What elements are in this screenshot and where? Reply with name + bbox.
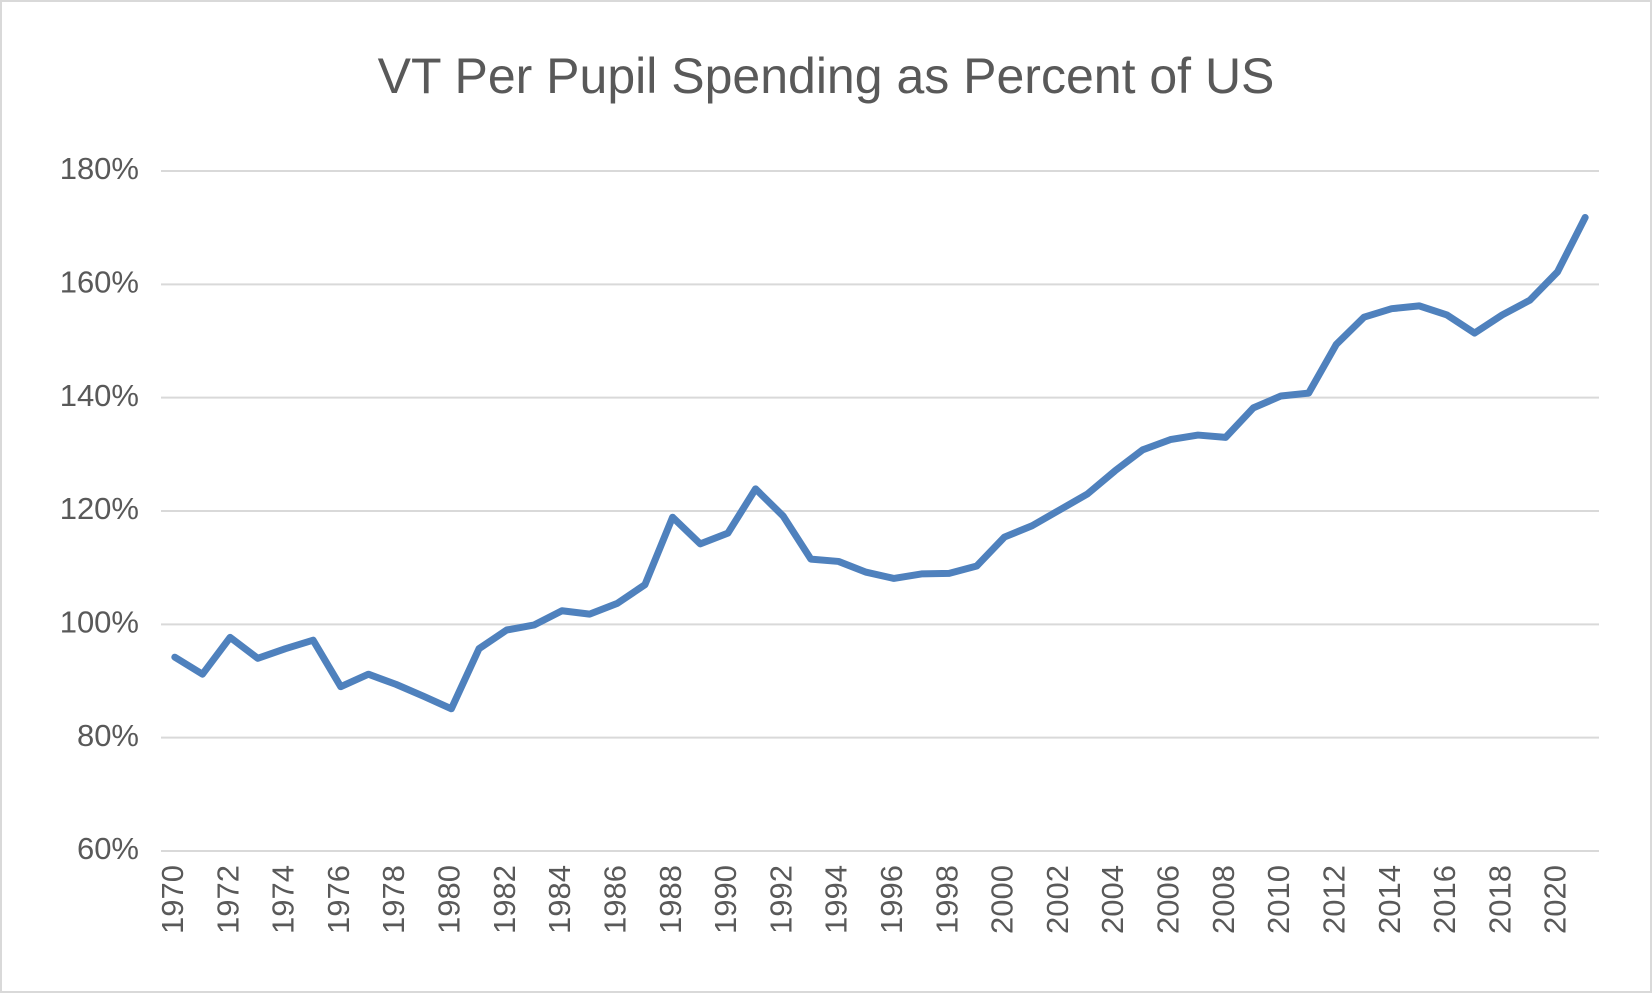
x-tick-label: 1992 bbox=[763, 865, 798, 934]
x-tick-label: 2000 bbox=[985, 865, 1020, 934]
data-line bbox=[171, 213, 1589, 713]
x-tick-label: 1988 bbox=[653, 865, 688, 934]
x-tick-label: 2006 bbox=[1151, 865, 1186, 934]
x-tick-label: 2016 bbox=[1427, 865, 1462, 934]
x-tick-label: 1990 bbox=[708, 865, 743, 934]
x-tick-label: 2012 bbox=[1316, 865, 1351, 934]
x-tick-label: 1978 bbox=[376, 865, 411, 934]
y-tick-label: 60% bbox=[77, 831, 139, 866]
x-tick-label: 1972 bbox=[210, 865, 245, 934]
x-tick-label: 1974 bbox=[266, 865, 301, 934]
x-tick-label: 1976 bbox=[321, 865, 356, 934]
chart-title: VT Per Pupil Spending as Percent of US bbox=[378, 48, 1275, 104]
x-tick-label: 1970 bbox=[155, 865, 190, 934]
x-tick-label: 2014 bbox=[1372, 865, 1407, 934]
x-tick-label: 2020 bbox=[1538, 865, 1573, 934]
y-tick-label: 180% bbox=[60, 151, 139, 186]
x-tick-label: 1994 bbox=[819, 865, 854, 934]
x-tick-label: 2018 bbox=[1482, 865, 1517, 934]
x-tick-label: 2010 bbox=[1261, 865, 1296, 934]
y-tick-label: 80% bbox=[77, 718, 139, 753]
x-tick-label: 1998 bbox=[929, 865, 964, 934]
x-tick-label: 2002 bbox=[1040, 865, 1075, 934]
y-tick-label: 120% bbox=[60, 491, 139, 526]
x-tick-label: 1986 bbox=[597, 865, 632, 934]
x-tick-label: 1980 bbox=[432, 865, 467, 934]
y-tick-label: 140% bbox=[60, 378, 139, 413]
x-tick-label: 1996 bbox=[874, 865, 909, 934]
x-tick-label: 2008 bbox=[1206, 865, 1241, 934]
x-tick-label: 2004 bbox=[1095, 865, 1130, 934]
y-tick-label: 100% bbox=[60, 605, 139, 640]
x-tick-label: 1984 bbox=[542, 865, 577, 934]
y-tick-label: 160% bbox=[60, 265, 139, 300]
x-tick-label: 1982 bbox=[487, 865, 522, 934]
